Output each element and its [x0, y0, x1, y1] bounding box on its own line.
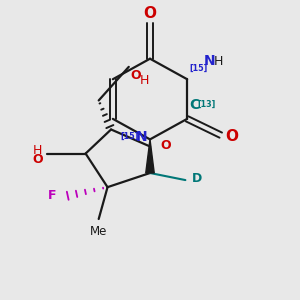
Text: Me: Me [90, 225, 107, 239]
Text: [15]: [15] [189, 64, 207, 73]
Text: H: H [32, 144, 42, 157]
Polygon shape [146, 140, 154, 173]
Text: [15]: [15] [120, 132, 138, 141]
Text: F: F [48, 189, 56, 202]
Text: H: H [214, 55, 223, 68]
Text: O: O [225, 129, 238, 144]
Text: O: O [143, 6, 157, 21]
Text: D: D [192, 172, 202, 185]
Text: O: O [33, 153, 44, 167]
Text: [13]: [13] [198, 100, 216, 109]
Text: C: C [189, 98, 199, 112]
Text: O: O [130, 69, 141, 82]
Text: N: N [136, 130, 148, 144]
Text: O: O [160, 139, 171, 152]
Text: H: H [140, 74, 149, 87]
Text: N: N [204, 54, 216, 68]
